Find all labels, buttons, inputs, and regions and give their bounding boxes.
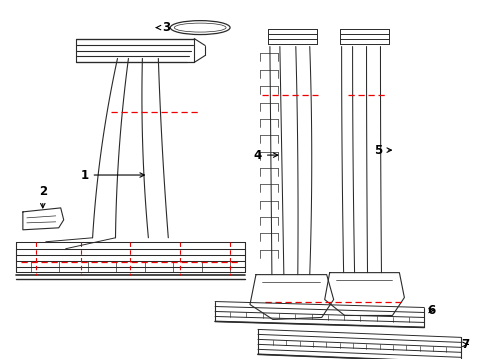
Text: 4: 4 [253, 149, 277, 162]
Text: 3: 3 [156, 21, 170, 34]
Text: 5: 5 [374, 144, 390, 157]
Text: 1: 1 [81, 168, 144, 181]
Text: 7: 7 [460, 338, 468, 351]
Text: 6: 6 [427, 304, 435, 317]
Text: 2: 2 [39, 185, 47, 208]
